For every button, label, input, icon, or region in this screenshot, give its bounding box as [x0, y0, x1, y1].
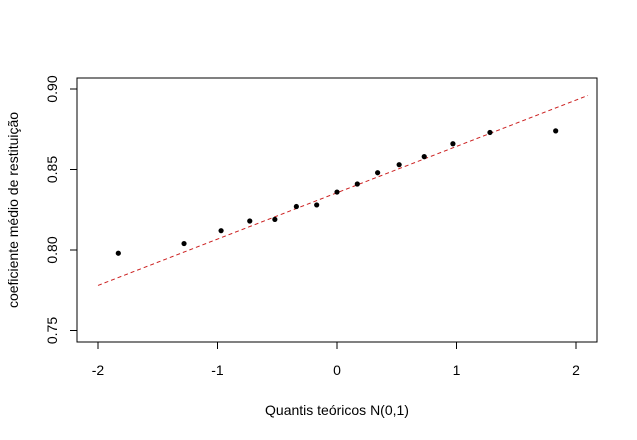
y-tick-label: 0.80: [44, 236, 60, 263]
data-point: [421, 154, 427, 160]
data-point: [247, 218, 253, 224]
data-point: [375, 170, 381, 176]
data-point: [181, 240, 187, 247]
data-point: [553, 128, 559, 134]
x-tick-label: 0: [333, 362, 341, 378]
x-tick-label: -2: [92, 362, 105, 378]
y-tick-label: 0.75: [44, 317, 60, 344]
x-axis-label: Quantis teóricos N(0,1): [265, 402, 409, 418]
data-point: [487, 129, 493, 136]
reference-line-group: [97, 94, 589, 286]
plot-frame: [76, 77, 598, 343]
data-point: [396, 162, 402, 168]
data-point: [354, 181, 360, 187]
y-axis: 0.75 0.80 0.85 0.90: [44, 75, 77, 344]
data-point: [314, 202, 320, 208]
reference-line: [97, 94, 589, 286]
data-point: [218, 228, 224, 234]
data-point: [450, 141, 456, 147]
y-tick-label: 0.85: [44, 156, 60, 183]
y-axis-label: coeficiente médio de restituição: [5, 112, 21, 308]
data-point: [293, 203, 299, 210]
data-point: [334, 189, 340, 195]
x-tick-label: 1: [453, 362, 461, 378]
x-tick-label: -1: [211, 362, 224, 378]
data-points: [115, 128, 559, 256]
data-point: [272, 216, 278, 223]
x-tick-label: 2: [572, 362, 580, 378]
x-axis: -2 -1 0 1 2: [92, 342, 580, 378]
y-tick-label: 0.90: [44, 75, 60, 102]
data-point: [115, 250, 121, 256]
